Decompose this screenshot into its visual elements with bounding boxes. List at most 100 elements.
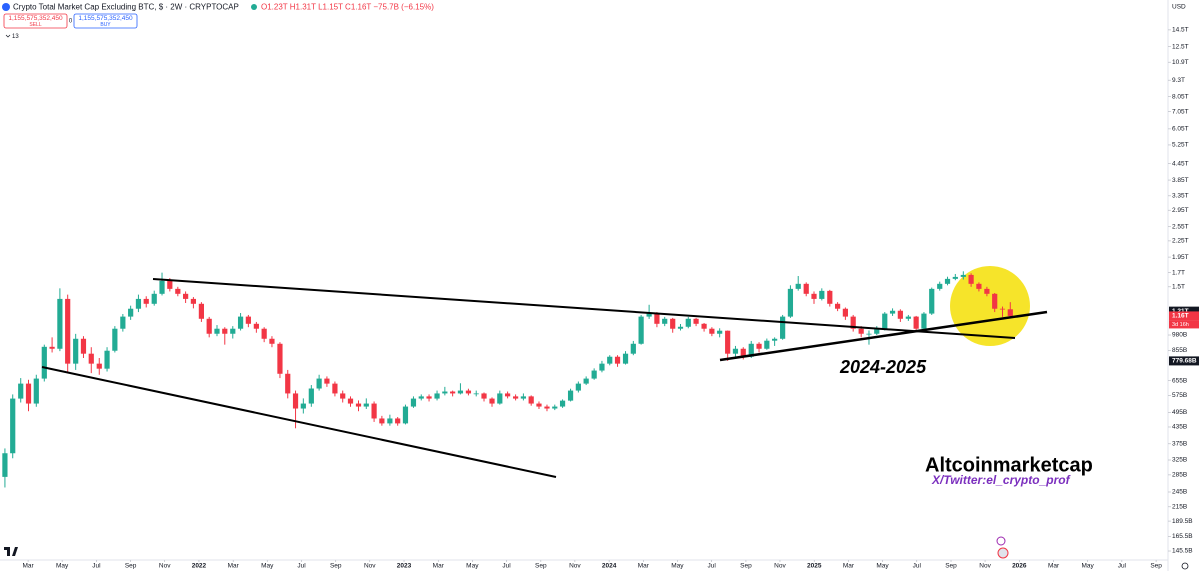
y-tick-label: 8.05T [1172, 93, 1189, 100]
x-tick-label: Nov [979, 563, 991, 570]
candle-body [905, 316, 911, 319]
price-label-box [1169, 306, 1199, 316]
candle-body [363, 403, 369, 407]
candle-body [355, 403, 362, 407]
candle-body [607, 356, 613, 364]
x-tick-label: Sep [1150, 563, 1162, 570]
candle-body [874, 328, 880, 334]
candle-body [18, 383, 24, 399]
indicator-count: 13 [12, 34, 19, 40]
candle-body [567, 390, 574, 401]
candle-body [292, 393, 299, 409]
sell-label: SELL [29, 22, 41, 28]
x-tick-label: Mar [843, 563, 855, 570]
candle-body [614, 356, 621, 364]
candle-body [897, 310, 903, 319]
sell-button[interactable] [3, 13, 68, 29]
candle-body [740, 348, 746, 357]
countdown-box [1169, 320, 1199, 329]
tv-logo[interactable] [4, 547, 18, 556]
candle-body [112, 328, 118, 351]
event-icon[interactable] [996, 536, 1006, 546]
candle-body [513, 396, 519, 399]
candle-body [347, 398, 354, 404]
candle-body [1007, 309, 1013, 316]
candle-body [285, 373, 291, 394]
y-tick-label: 5.25T [1172, 142, 1189, 149]
annotation: X/Twitter:el_crypto_prof [931, 473, 1071, 487]
x-tick-label: Mar [638, 563, 650, 570]
candle-body [222, 328, 228, 334]
candle-body [622, 353, 629, 364]
candle-body [999, 308, 1006, 310]
candle-body [677, 326, 684, 329]
candle-body [426, 396, 432, 399]
candle-body [528, 396, 534, 404]
x-tick-label: Nov [774, 563, 786, 570]
candle-body [638, 316, 644, 344]
candle-body [379, 418, 385, 424]
settings-icon[interactable] [1181, 562, 1189, 570]
candle-body [591, 370, 597, 379]
candle-body [976, 283, 982, 289]
candle-body [183, 293, 189, 299]
candle-body [214, 328, 220, 334]
candle-body [756, 343, 762, 349]
x-tick-label: Jul [92, 563, 101, 570]
candle-body [811, 293, 817, 299]
candle-body [944, 278, 951, 284]
x-tick-label: Nov [569, 563, 581, 570]
candle-body [764, 340, 770, 349]
ohlc-readout: O1.23T H1.31T L1.15T C1.16T −75.7B (−6.1… [261, 3, 434, 12]
candle-body [732, 348, 739, 354]
event-icon[interactable] [997, 547, 1009, 559]
candle-body [693, 318, 699, 324]
candle-body [300, 403, 306, 409]
x-tick-label: Nov [159, 563, 171, 570]
y-tick-label: 3.85T [1172, 177, 1189, 184]
y-tick-label: 2.55T [1172, 223, 1189, 230]
x-tick-label: Nov [364, 563, 376, 570]
y-tick-label: 3.35T [1172, 193, 1189, 200]
candle-body [481, 393, 487, 399]
candle-body [520, 396, 526, 399]
x-tick-label: Jul [913, 563, 922, 570]
x-tick-label: May [1081, 563, 1094, 570]
candle-body [159, 280, 165, 294]
candle-body [2, 453, 8, 477]
candle-body [167, 280, 173, 289]
collapse-icon[interactable] [5, 34, 11, 38]
candle-body [654, 313, 660, 324]
y-tick-label: 325B [1172, 457, 1187, 464]
x-tick-label: May [671, 563, 684, 570]
candle-body [866, 333, 872, 335]
x-tick-label: 2026 [1012, 563, 1027, 570]
buy-button[interactable] [73, 13, 138, 29]
candle-body [316, 378, 322, 389]
y-tick-label: 655B [1172, 377, 1187, 384]
candle-body [143, 298, 149, 304]
y-tick-label: 165.5B [1172, 533, 1193, 540]
candle-body [80, 338, 87, 354]
candle-body [332, 383, 338, 394]
candle-body [151, 293, 157, 304]
candle-body [630, 343, 636, 354]
price-label: 779.68B [1172, 358, 1197, 365]
candle-body [371, 403, 377, 419]
y-tick-label: 575B [1172, 392, 1187, 399]
candle-body [206, 318, 212, 334]
candle-body [465, 390, 472, 394]
candle-body [882, 313, 888, 329]
candle-body [599, 363, 605, 371]
candle-body [41, 346, 47, 379]
candle-body [25, 383, 32, 404]
candle-body [277, 343, 283, 374]
candle-body [670, 318, 676, 329]
candle-body [269, 338, 275, 344]
candle-body [57, 298, 63, 349]
y-tick-label: 285B [1172, 472, 1187, 479]
candle-body [850, 316, 856, 329]
x-tick-label: 2025 [807, 563, 822, 570]
candle-body [780, 316, 786, 339]
candle-body [387, 418, 393, 424]
